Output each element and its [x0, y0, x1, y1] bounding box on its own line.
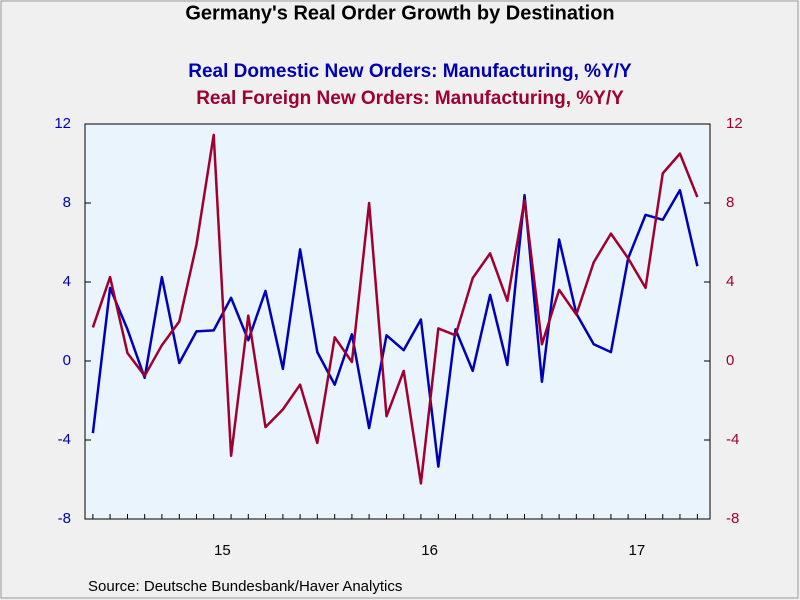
y2-tick-label: 12: [726, 115, 743, 132]
series-line: [91, 133, 699, 485]
source-note: Source: Deutsche Bundesbank/Haver Analyt…: [88, 578, 402, 595]
x-tick-label: 15: [214, 542, 231, 559]
series-line: [91, 188, 699, 468]
y2-tick-label: -4: [726, 431, 739, 448]
plot-border: [84, 123, 711, 520]
y-tick-label: 4: [63, 273, 71, 290]
y2-tick-label: 8: [726, 194, 734, 211]
y2-tick-label: -8: [726, 510, 739, 527]
y-tick-label: -8: [58, 510, 71, 527]
y2-tick-label: 4: [726, 273, 734, 290]
x-tick-label: 17: [629, 542, 646, 559]
chart-title: Germany's Real Order Growth by Destinati…: [185, 2, 614, 24]
y2-tick-label: 0: [726, 352, 734, 369]
plot-area: [85, 124, 710, 519]
x-tick-label: 16: [421, 542, 438, 559]
y-tick-label: 8: [63, 194, 71, 211]
y-tick-label: 12: [54, 115, 71, 132]
legend-entry: Real Domestic New Orders: Manufacturing,…: [188, 61, 632, 82]
y-tick-label: 0: [63, 352, 71, 369]
legend-entry: Real Foreign New Orders: Manufacturing, …: [196, 88, 624, 109]
y-tick-label: -4: [58, 431, 71, 448]
